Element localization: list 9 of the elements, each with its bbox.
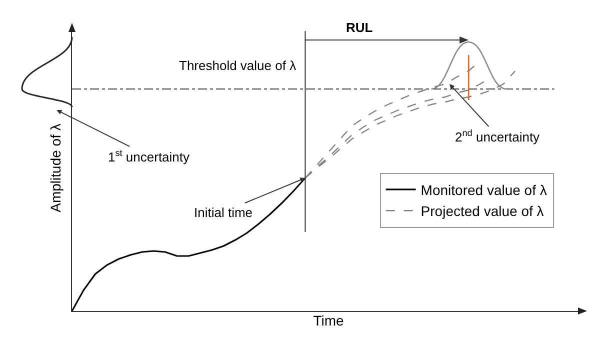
annotation: Initial time — [194, 205, 253, 220]
annotation: 2$^{nd}$ uncertainty — [455, 128, 540, 144]
legend-label: Projected value of λ — [420, 203, 544, 220]
ref-line-label: Threshold value of λ — [179, 58, 297, 73]
legend-label: Monitored value of λ — [420, 182, 547, 198]
x-axis-title: Time — [313, 312, 344, 328]
text: RUL — [346, 20, 373, 35]
annotation: 1$^{st}$ uncertainty — [108, 148, 190, 164]
y-axis-title: Amplitude of λ — [48, 124, 64, 212]
